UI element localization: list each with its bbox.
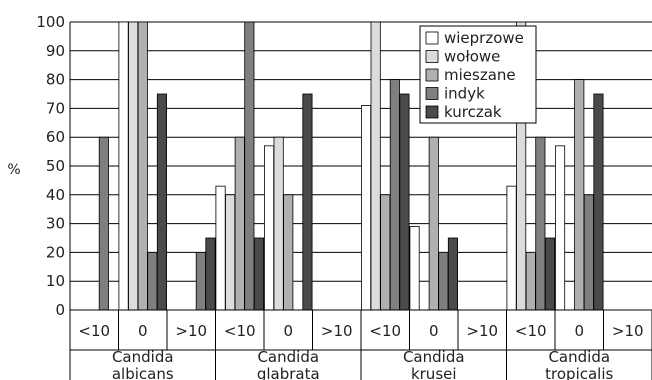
subcategory-label: >10	[466, 322, 498, 340]
subcategory-label: >10	[612, 322, 644, 340]
bar-kurczak	[447, 237, 458, 311]
subcategory-label: <10	[78, 322, 110, 340]
legend-label: kurczak	[444, 103, 502, 121]
group-label: Candida	[548, 348, 610, 366]
bars	[98, 21, 604, 311]
subcategory-label: >10	[321, 322, 353, 340]
bar-indyk	[438, 251, 449, 311]
bar-kurczak	[593, 93, 604, 311]
bar-indyk	[583, 194, 594, 311]
y-tick-label: 20	[46, 243, 65, 261]
bar-indyk	[98, 136, 109, 311]
bar-mieszane	[574, 79, 585, 311]
legend-swatch	[425, 105, 439, 119]
bar-wołowe	[128, 21, 139, 311]
subcategory-label: 0	[283, 322, 293, 340]
legend-box	[419, 25, 537, 124]
y-tick-label: 40	[46, 186, 65, 204]
legend-swatch	[425, 68, 439, 82]
bar-kurczak	[205, 237, 216, 311]
bar-wołowe	[225, 194, 236, 311]
y-tick-label: 80	[46, 71, 65, 89]
bar-wieprzowe	[409, 226, 420, 311]
subcategory-label: 0	[574, 322, 584, 340]
bar-kurczak	[544, 237, 555, 311]
y-tick-label: 0	[55, 301, 65, 319]
bar-indyk	[389, 79, 400, 311]
bar-mieszane	[428, 136, 439, 311]
group-label: Candida	[403, 348, 465, 366]
bar-wieprzowe	[555, 145, 566, 311]
subcategory-label: <10	[224, 322, 256, 340]
bar-wołowe	[273, 136, 284, 311]
bar-kurczak	[156, 93, 168, 311]
group-label: krusei	[411, 365, 457, 380]
subcategory-label: >10	[175, 322, 207, 340]
bar-mieszane	[234, 136, 245, 311]
legend-label: mieszane	[444, 66, 516, 84]
legend-swatch	[425, 87, 439, 100]
bar-mieszane	[137, 21, 148, 311]
group-label: tropicalis	[545, 365, 613, 380]
group-label: glabrata	[257, 365, 320, 380]
bar-mieszane	[283, 194, 294, 311]
bar-wieprzowe	[506, 185, 517, 311]
y-tick-label: 70	[46, 99, 65, 117]
bar-indyk	[147, 251, 158, 311]
bar-wołowe	[370, 21, 381, 311]
bar-indyk	[244, 21, 255, 311]
legend-swatch	[425, 31, 439, 45]
group-label: albicans	[112, 365, 174, 380]
bar-wieprzowe	[215, 185, 226, 311]
bar-mieszane	[380, 194, 391, 311]
legend-label: wieprzowe	[444, 29, 524, 47]
bar-kurczak	[253, 237, 265, 311]
y-tick-label: 90	[46, 42, 65, 60]
group-label: Candida	[257, 348, 319, 366]
y-axis-label: %	[7, 162, 20, 178]
y-tick-label: 30	[46, 215, 65, 233]
y-tick-label: 10	[46, 272, 65, 290]
legend-label: indyk	[444, 85, 485, 103]
subcategory-label: 0	[138, 322, 148, 340]
y-tick-label: 50	[46, 157, 65, 175]
bar-kurczak	[302, 93, 313, 311]
bar-wieprzowe	[263, 145, 275, 311]
bar-indyk	[535, 136, 546, 311]
subcategory-label: <10	[369, 322, 401, 340]
bar-wieprzowe	[118, 21, 129, 311]
bar-indyk	[195, 251, 206, 311]
y-tick-labels: 0 10 20 30 40 50 60 70 80 90 100	[36, 13, 65, 319]
y-tick-label: 100	[36, 13, 65, 31]
legend-swatch	[425, 50, 439, 63]
legend-label: wołowe	[444, 48, 500, 66]
subcategory-label: 0	[429, 322, 439, 340]
group-label: Candida	[112, 348, 174, 366]
bar-mieszane	[525, 251, 536, 311]
bar-wieprzowe	[360, 105, 372, 311]
bar-kurczak	[399, 93, 410, 311]
subcategory-label: <10	[515, 322, 547, 340]
y-tick-label: 60	[46, 128, 65, 146]
